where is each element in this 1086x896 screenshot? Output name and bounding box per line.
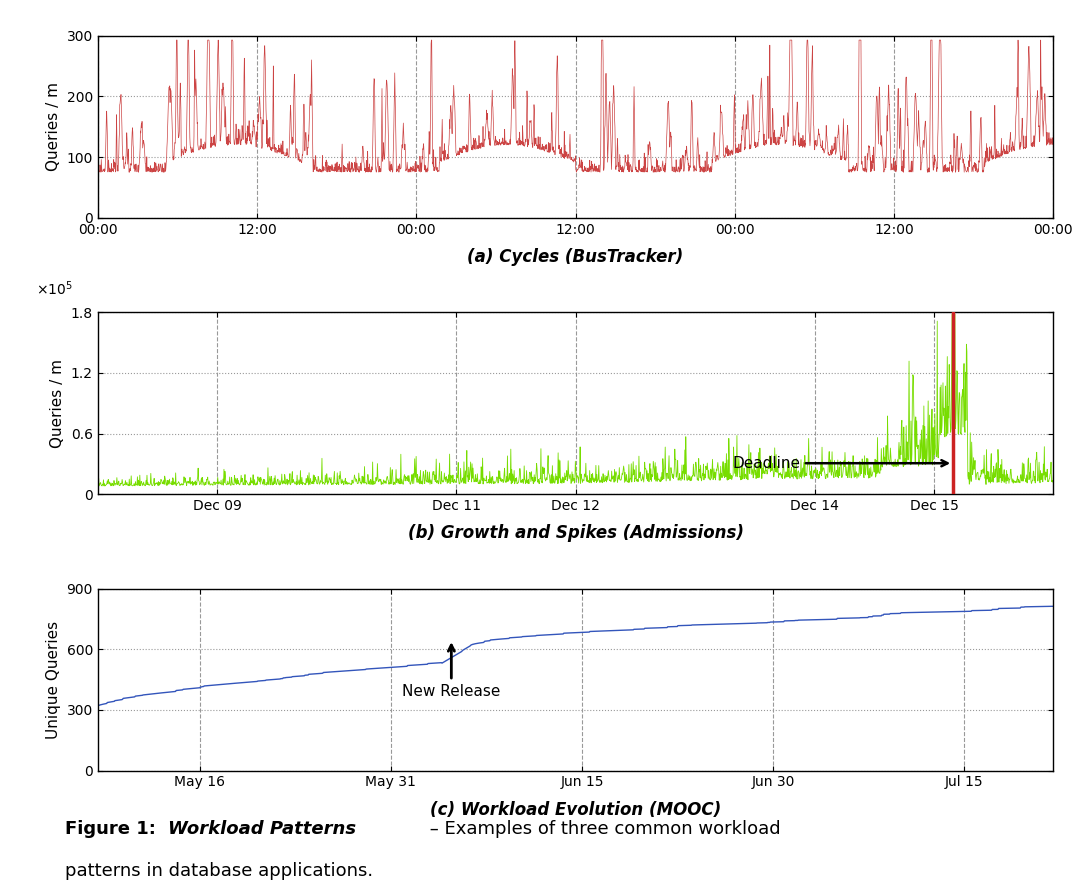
Y-axis label: Unique Queries: Unique Queries (46, 621, 61, 738)
Text: Deadline: Deadline (732, 456, 947, 470)
Y-axis label: Queries / m: Queries / m (50, 358, 65, 448)
Text: Workload Patterns: Workload Patterns (168, 820, 356, 838)
Text: Figure 1:: Figure 1: (65, 820, 162, 838)
Text: – Examples of three common workload: – Examples of three common workload (424, 820, 780, 838)
Text: patterns in database applications.: patterns in database applications. (65, 862, 374, 880)
X-axis label: (a) Cycles (BusTracker): (a) Cycles (BusTracker) (467, 247, 684, 266)
Text: New Release: New Release (402, 645, 501, 699)
X-axis label: (c) Workload Evolution (MOOC): (c) Workload Evolution (MOOC) (430, 800, 721, 819)
X-axis label: (b) Growth and Spikes (Admissions): (b) Growth and Spikes (Admissions) (407, 524, 744, 542)
Text: $\times 10^5$: $\times 10^5$ (36, 280, 73, 297)
Y-axis label: Queries / m: Queries / m (46, 82, 61, 171)
